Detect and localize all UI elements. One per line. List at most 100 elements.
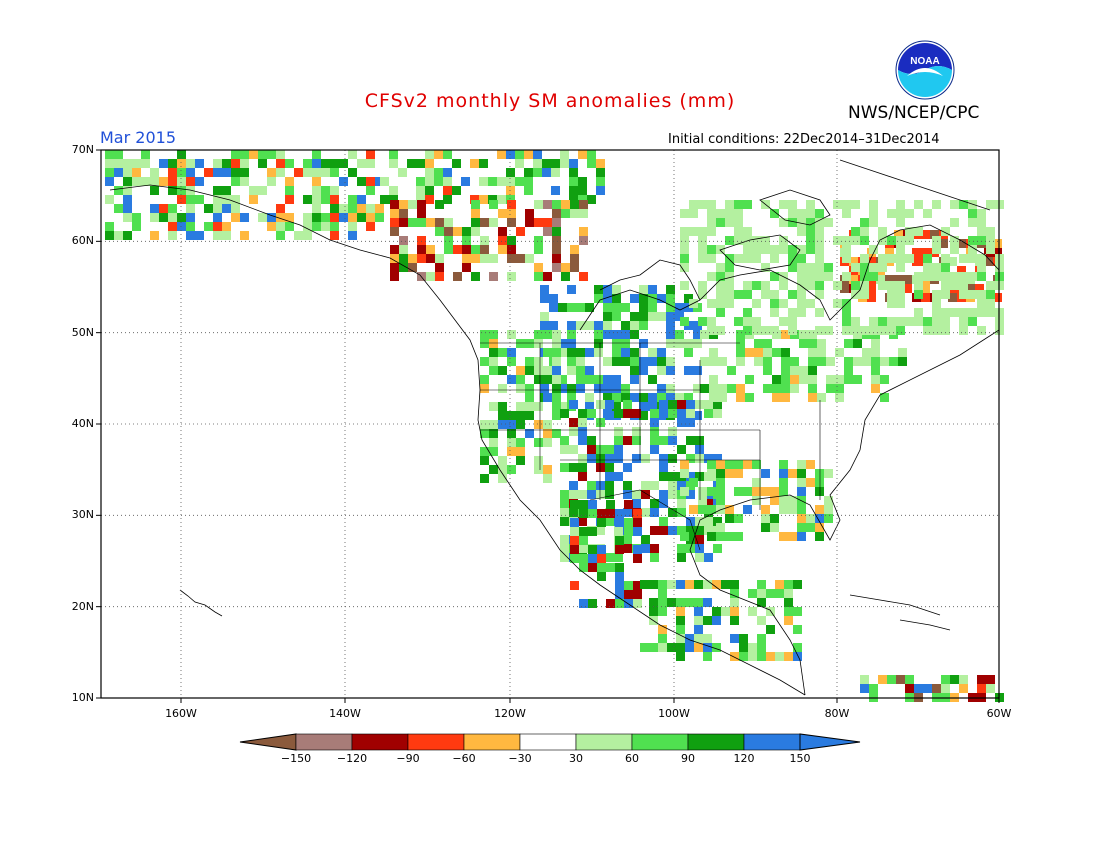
anomaly-cell — [552, 393, 561, 402]
anomaly-cell — [543, 375, 552, 384]
anomaly-cell — [851, 236, 860, 245]
anomaly-cell — [657, 384, 666, 393]
anomaly-cell — [677, 400, 686, 409]
anomaly-cell — [114, 159, 123, 168]
anomaly-cell — [624, 590, 633, 599]
anomaly-cell — [240, 150, 249, 159]
anomaly-cell — [587, 454, 596, 463]
anomaly-cell — [725, 200, 734, 209]
anomaly-cell — [950, 245, 959, 254]
anomaly-cell — [258, 150, 267, 159]
anomaly-cell — [757, 598, 766, 607]
anomaly-cell — [603, 303, 612, 312]
anomaly-cell — [779, 200, 788, 209]
anomaly-cell — [959, 281, 968, 290]
anomaly-cell — [303, 222, 312, 231]
anomaly-cell — [578, 177, 587, 186]
anomaly-cell — [222, 222, 231, 231]
anomaly-cell — [977, 209, 986, 218]
anomaly-cell — [614, 427, 623, 436]
anomaly-cell — [743, 317, 752, 326]
anomaly-cell — [921, 293, 930, 302]
anomaly-cell — [878, 281, 887, 290]
anomaly-cell — [471, 254, 480, 263]
anomaly-cell — [743, 227, 752, 236]
anomaly-cell — [606, 509, 615, 518]
anomaly-cell — [452, 159, 461, 168]
anomaly-cell — [824, 505, 833, 514]
anomaly-cell — [123, 186, 132, 195]
anomaly-cell — [694, 580, 703, 589]
anomaly-cell — [603, 312, 612, 321]
anomaly-cell — [552, 218, 561, 227]
anomaly-cell — [585, 303, 594, 312]
anomaly-cell — [788, 254, 797, 263]
anomaly-cell — [605, 400, 614, 409]
anomaly-cell — [860, 290, 869, 299]
anomaly-cell — [986, 236, 995, 245]
anomaly-cell — [150, 204, 159, 213]
anomaly-cell — [489, 402, 498, 411]
anomaly-cell — [716, 290, 725, 299]
anomaly-cell — [470, 159, 479, 168]
anomaly-cell — [806, 514, 815, 523]
anomaly-cell — [721, 580, 730, 589]
anomaly-cell — [815, 272, 824, 281]
anomaly-cell — [914, 272, 923, 281]
legend-tick-label: 90 — [681, 752, 695, 765]
anomaly-cell — [330, 186, 339, 195]
anomaly-cell — [676, 643, 685, 652]
anomaly-cell — [730, 580, 739, 589]
anomaly-cell — [860, 281, 869, 290]
anomaly-cell — [757, 634, 766, 643]
anomaly-cell — [375, 177, 384, 186]
anomaly-cell — [399, 245, 408, 254]
anomaly-cell — [716, 281, 725, 290]
anomaly-cell — [770, 245, 779, 254]
anomaly-cell — [677, 526, 686, 535]
legend-tick-label: −150 — [280, 752, 312, 765]
anomaly-cell — [779, 317, 788, 326]
anomaly-cell — [567, 303, 576, 312]
anomaly-cell — [489, 465, 498, 474]
anomaly-cell — [596, 400, 605, 409]
anomaly-cell — [806, 263, 815, 272]
anomaly-cell — [666, 384, 675, 393]
anomaly-cell — [869, 218, 878, 227]
anomaly-cell — [781, 348, 790, 357]
anomaly-cell — [534, 375, 543, 384]
anomaly-cell — [416, 159, 425, 168]
anomaly-cell — [641, 490, 650, 499]
anomaly-cell — [576, 375, 585, 384]
anomaly-cell — [480, 384, 489, 393]
legend-swatch — [463, 733, 521, 751]
anomaly-cell — [624, 500, 633, 509]
anomaly-cell — [276, 168, 285, 177]
anomaly-cell — [797, 209, 806, 218]
anomaly-cell — [357, 159, 366, 168]
anomaly-cell — [213, 213, 222, 222]
anomaly-cell — [793, 652, 802, 661]
anomaly-cell — [649, 580, 658, 589]
anomaly-cell — [667, 598, 676, 607]
anomaly-cell — [851, 326, 860, 335]
anomaly-cell — [630, 321, 639, 330]
anomaly-cell — [462, 245, 471, 254]
anomaly-cell — [680, 317, 689, 326]
anomaly-cell — [330, 231, 339, 240]
anomaly-cell — [659, 490, 668, 499]
anomaly-cell — [703, 652, 712, 661]
anomaly-cell — [716, 523, 725, 532]
anomaly-cell — [775, 580, 784, 589]
anomaly-cell — [222, 204, 231, 213]
anomaly-cell — [684, 339, 693, 348]
anomaly-cell — [497, 177, 506, 186]
anomaly-cell — [641, 454, 650, 463]
anomaly-cell — [667, 643, 676, 652]
anomaly-cell — [570, 545, 579, 554]
anomaly-cell — [941, 263, 950, 272]
anomaly-cell — [716, 460, 725, 469]
anomaly-cell — [267, 213, 276, 222]
anomaly-cell — [666, 330, 675, 339]
anomaly-cell — [734, 236, 743, 245]
